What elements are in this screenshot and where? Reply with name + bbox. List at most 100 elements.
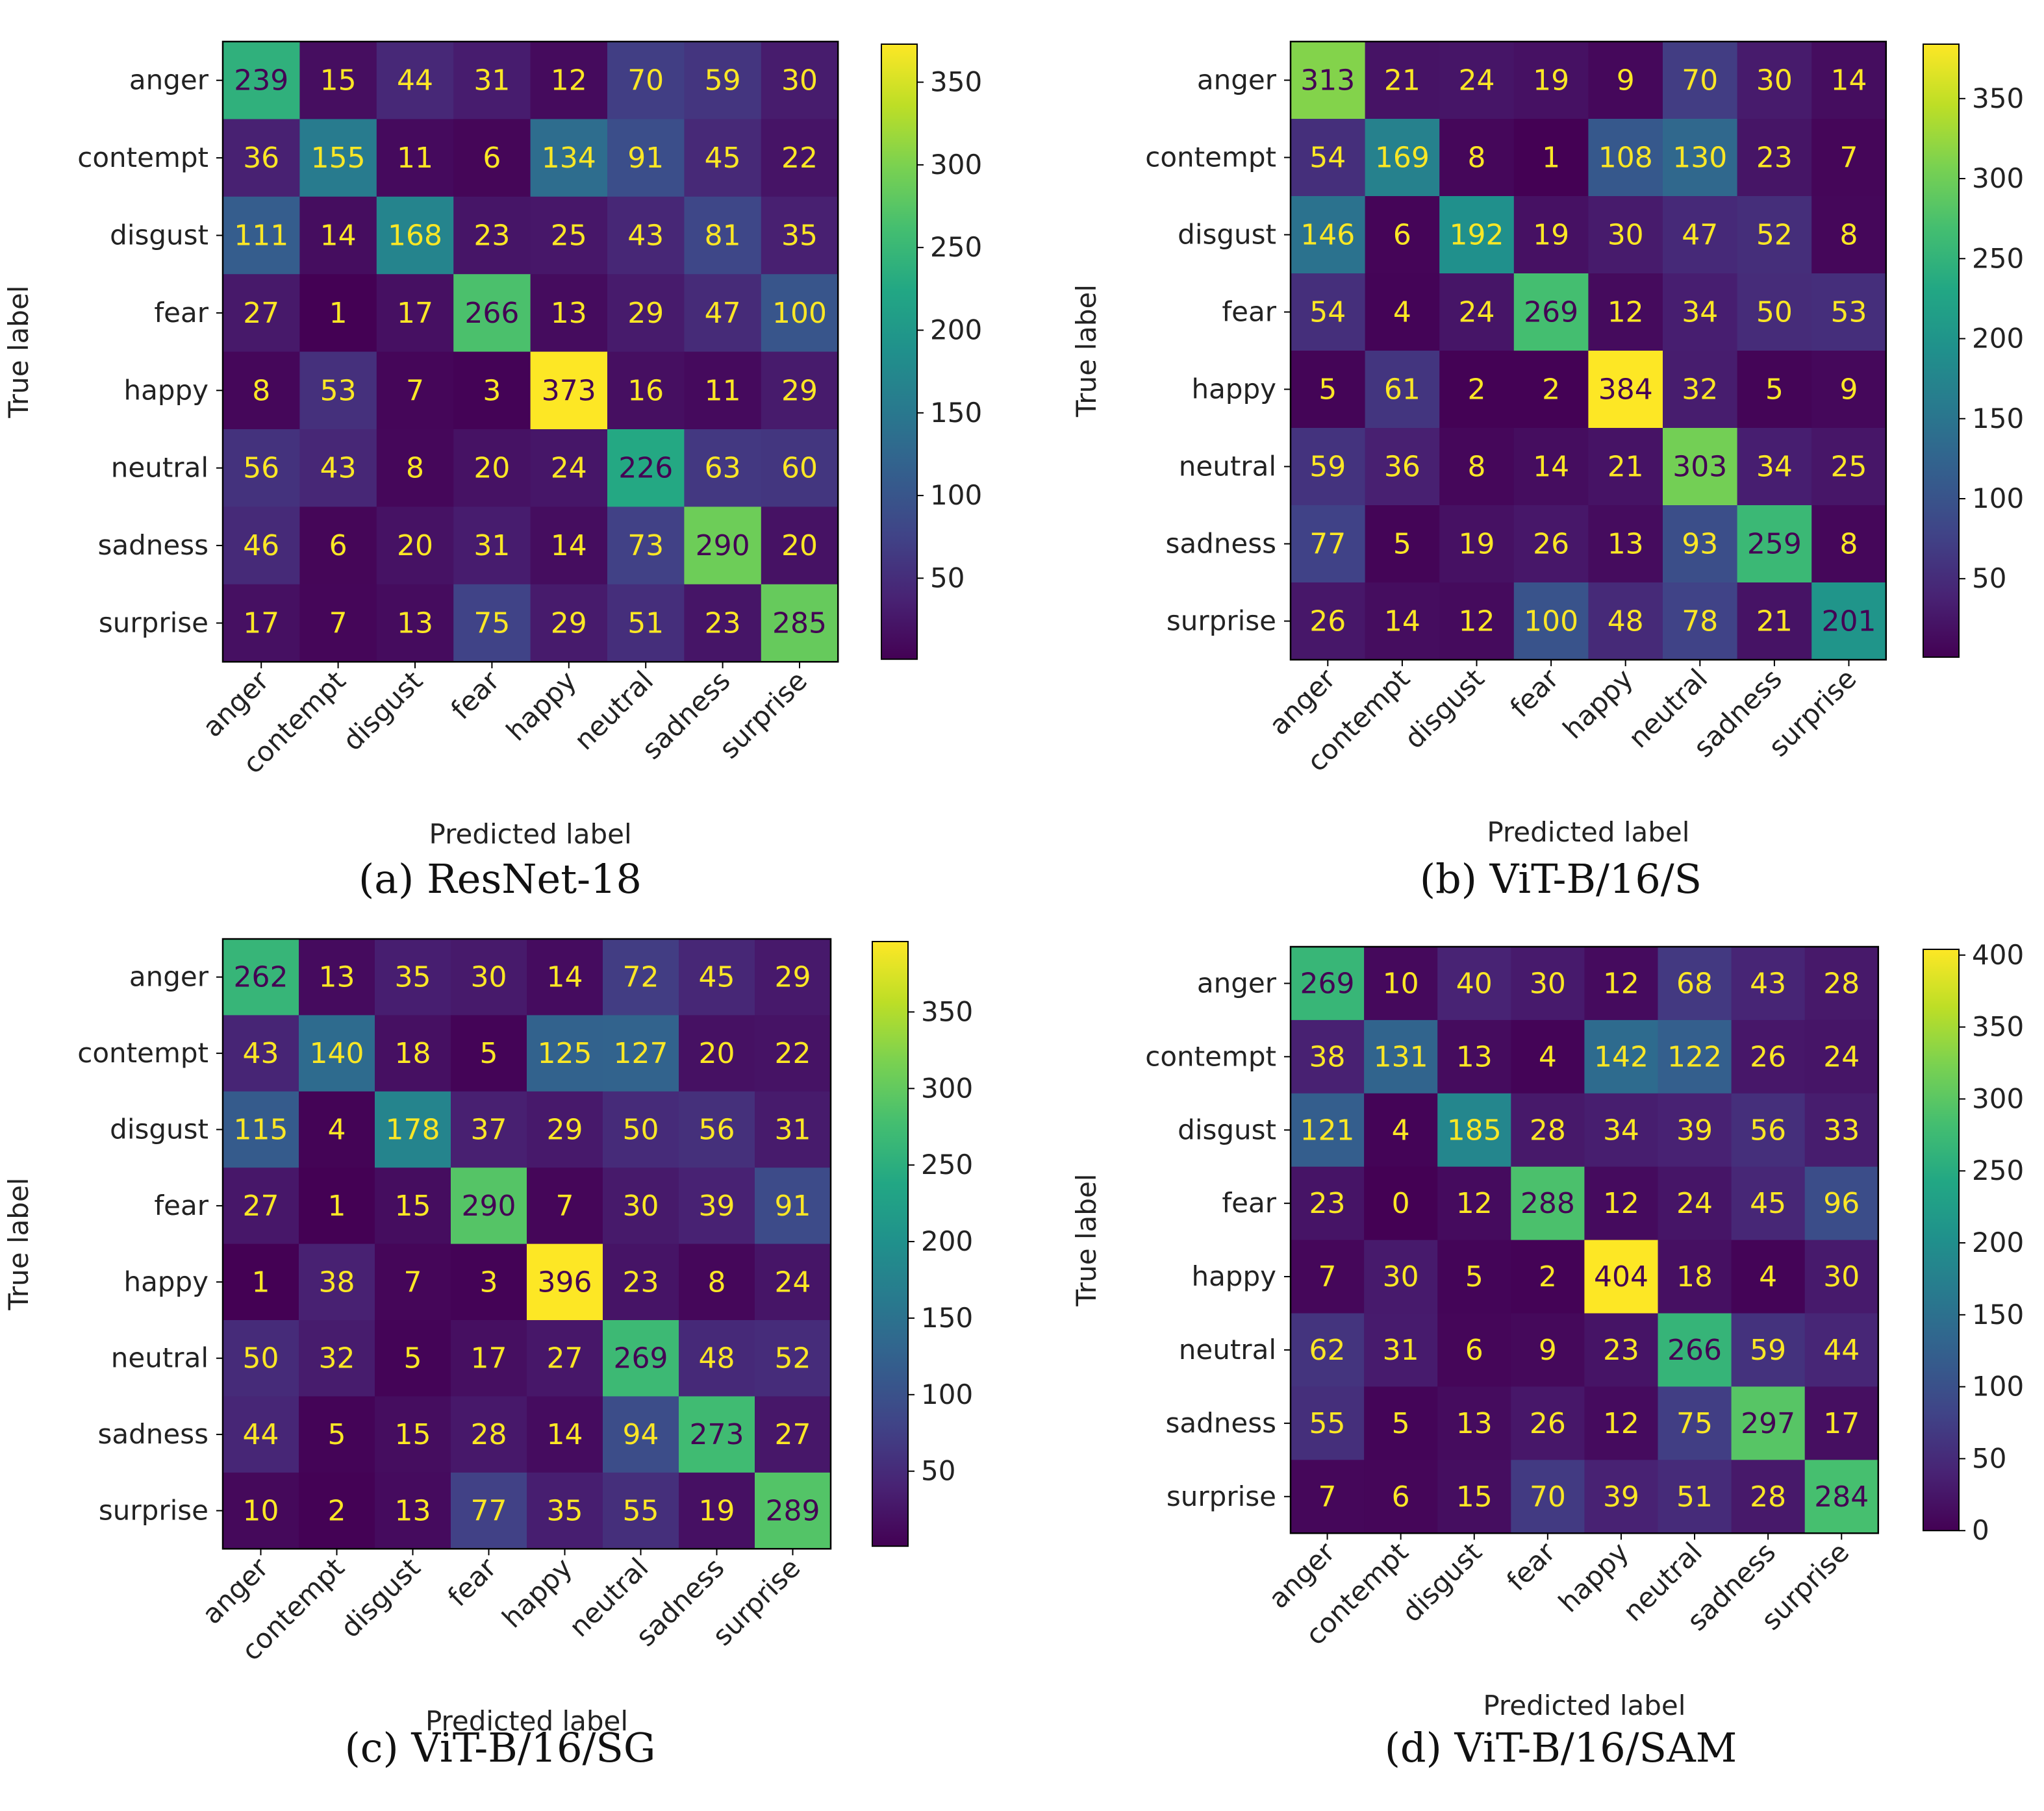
cell-value-label: 12 xyxy=(1456,1187,1493,1220)
matrix-cell xyxy=(453,506,531,585)
cell-value-label: 12 xyxy=(1603,1187,1639,1220)
matrix-cell xyxy=(1437,1240,1511,1314)
matrix-cell xyxy=(761,429,839,507)
matrix-cell xyxy=(223,1168,299,1245)
cell-value-label: 59 xyxy=(1750,1334,1786,1367)
matrix-cell xyxy=(1513,582,1589,660)
matrix-cell xyxy=(1811,428,1887,506)
matrix-cell xyxy=(684,119,762,197)
cell-value-label: 96 xyxy=(1823,1187,1860,1220)
matrix-cell xyxy=(1811,273,1887,351)
matrix-cell xyxy=(1731,1313,1806,1387)
cell-value-label: 38 xyxy=(1309,1040,1346,1073)
matrix-cell xyxy=(1658,1460,1732,1534)
matrix-cell xyxy=(1437,1093,1511,1168)
cell-value-label: 23 xyxy=(705,607,741,640)
cell-value-label: 28 xyxy=(1750,1480,1786,1514)
matrix-cell xyxy=(1437,1166,1511,1241)
matrix-cell xyxy=(376,429,454,507)
colorbar-tick-label: 250 xyxy=(930,231,982,263)
matrix-cell xyxy=(1731,1019,1806,1094)
cell-value-label: 43 xyxy=(1750,967,1786,1000)
matrix-cell xyxy=(1811,582,1887,660)
cell-value-label: 27 xyxy=(547,1342,583,1375)
matrix-cell xyxy=(1588,582,1663,660)
matrix-cell xyxy=(761,351,839,430)
cell-value-label: 70 xyxy=(1530,1480,1566,1514)
matrix-cell xyxy=(453,429,531,507)
cell-value-label: 5 xyxy=(1319,373,1337,406)
matrix-cell xyxy=(299,584,377,662)
cell-value-label: 396 xyxy=(538,1266,592,1299)
matrix-cell xyxy=(375,1320,451,1397)
cell-value-label: 70 xyxy=(1682,64,1718,97)
cell-value-label: 78 xyxy=(1682,605,1718,638)
cell-value-label: 52 xyxy=(775,1342,811,1375)
cell-value-label: 30 xyxy=(1823,1260,1860,1293)
cell-value-label: 4 xyxy=(328,1114,346,1147)
matrix-cell xyxy=(603,939,679,1016)
cell-value-label: 20 xyxy=(699,1037,735,1070)
matrix-cell xyxy=(299,1091,375,1168)
matrix-cell xyxy=(451,939,527,1016)
matrix-cell xyxy=(299,1168,375,1245)
matrix-cell xyxy=(684,351,762,430)
matrix-cell xyxy=(1511,947,1585,1021)
matrix-cell xyxy=(299,939,375,1016)
cell-value-label: 17 xyxy=(397,297,433,330)
cell-value-label: 290 xyxy=(462,1190,516,1223)
cell-value-label: 404 xyxy=(1594,1260,1648,1293)
matrix-cell xyxy=(755,1396,831,1473)
matrix-cell xyxy=(223,1320,299,1397)
matrix-cell xyxy=(1511,1240,1585,1314)
cell-value-label: 30 xyxy=(1756,64,1793,97)
cell-value-label: 4 xyxy=(1539,1040,1557,1073)
matrix-cell xyxy=(1513,505,1589,583)
cell-value-label: 7 xyxy=(1319,1480,1337,1514)
cell-value-label: 91 xyxy=(627,142,664,175)
colorbar-tick-label: 50 xyxy=(1972,1442,2006,1474)
matrix-cell xyxy=(1364,1313,1438,1387)
cell-value-label: 30 xyxy=(1383,1260,1419,1293)
matrix-cell xyxy=(1437,1460,1511,1534)
colorbar xyxy=(872,941,909,1547)
matrix-cell xyxy=(527,1472,603,1549)
matrix-cell xyxy=(755,1472,831,1549)
cell-value-label: 81 xyxy=(705,219,741,253)
matrix-cell xyxy=(607,429,685,507)
cell-value-label: 2 xyxy=(328,1495,346,1528)
cell-value-label: 43 xyxy=(627,219,664,253)
cell-value-label: 15 xyxy=(1456,1480,1493,1514)
matrix-cell xyxy=(1584,1460,1659,1534)
cell-value-label: 14 xyxy=(547,1418,583,1451)
matrix-cell xyxy=(607,584,685,662)
matrix-cell xyxy=(1437,1019,1511,1094)
matrix-cell xyxy=(299,42,377,119)
matrix-cell xyxy=(1291,196,1366,274)
colorbar-tick-label: 300 xyxy=(1972,162,2024,194)
matrix-cell xyxy=(223,584,300,662)
matrix-cell xyxy=(1511,1093,1585,1168)
matrix-cell xyxy=(1291,428,1366,506)
cell-value-label: 10 xyxy=(1383,967,1419,1000)
matrix-cell xyxy=(1513,273,1589,351)
cell-value-label: 269 xyxy=(614,1342,668,1375)
y-tick-label: sadness xyxy=(97,1418,208,1450)
cell-value-label: 7 xyxy=(329,607,347,640)
matrix-cell xyxy=(223,506,300,585)
matrix-cell xyxy=(1731,1240,1806,1314)
matrix-cell xyxy=(375,1168,451,1245)
cell-value-label: 15 xyxy=(395,1418,431,1451)
cell-value-label: 146 xyxy=(1300,219,1355,252)
matrix-cell xyxy=(1663,119,1738,197)
cell-value-label: 115 xyxy=(234,1114,288,1147)
x-axis-label: Predicted label xyxy=(429,818,632,850)
cell-value-label: 13 xyxy=(551,297,587,330)
cell-value-label: 36 xyxy=(1384,451,1420,484)
matrix-cell xyxy=(1291,1240,1365,1314)
cell-value-label: 8 xyxy=(1840,528,1858,561)
x-axis-label: Predicted label xyxy=(1483,1690,1685,1721)
matrix-cell xyxy=(1658,1313,1732,1387)
cell-value-label: 77 xyxy=(1309,528,1346,561)
